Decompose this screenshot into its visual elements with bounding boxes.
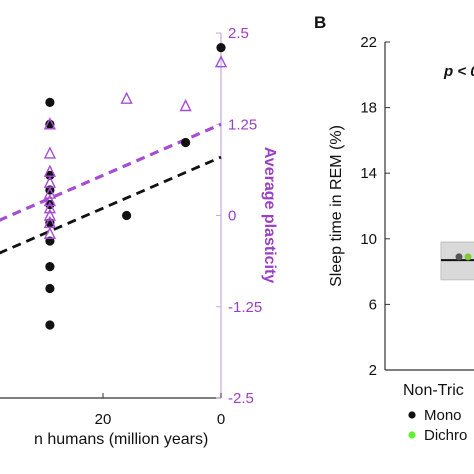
data-point-circle (181, 137, 191, 148)
data-point-circle (122, 210, 132, 221)
x-axis-label: n humans (million years) (34, 431, 208, 448)
data-point-triangle (43, 146, 57, 159)
y-tick-label: 18 (360, 100, 377, 117)
box-data-point (464, 253, 472, 261)
y-tick-label: 22 (360, 34, 377, 51)
p-value-annotation: p < 0 (443, 63, 474, 80)
trend-line-0 (0, 155, 222, 255)
legend-marker (408, 431, 416, 439)
data-point-triangle (214, 55, 228, 68)
data-point-triangle (179, 98, 192, 112)
data-point-triangle (43, 201, 57, 214)
panel-b: B 22 18 14 10 6 2 Sleep time in REM (%) p < 0 Non… (314, 13, 474, 444)
panel-letter: B (314, 13, 326, 32)
data-point-circle (45, 283, 55, 294)
right-y-tick-label: 0 (228, 208, 236, 225)
legend-label: Dichro (424, 427, 467, 444)
x-category-label: Non-Tric (403, 382, 464, 399)
legend-label: Mono (424, 407, 462, 424)
y-tick-label: 2 (369, 362, 377, 379)
data-point-circle (216, 43, 226, 53)
x-tick-label: 0 (217, 411, 225, 428)
right-y-tick-label: 2.5 (228, 25, 249, 42)
data-point-triangle (43, 186, 57, 199)
y-tick-label: 14 (360, 165, 377, 182)
data-point-triangle (120, 91, 133, 104)
right-y-tick-label: -1.25 (228, 299, 262, 316)
data-point-triangle (43, 208, 57, 221)
data-point-triangle (43, 226, 57, 239)
legend-marker (408, 411, 416, 419)
y-axis-label: Sleep time in REM (%) (328, 125, 345, 287)
box-data-point (455, 253, 463, 261)
data-point-triangle (43, 117, 57, 130)
right-y-tick-label: -2.5 (228, 390, 254, 407)
x-tick-label: 20 (95, 411, 112, 428)
y-tick-label: 6 (369, 296, 377, 313)
y-tick-label: 10 (360, 231, 377, 248)
panel-a: 20 0 n humans (million years) 2.5 1.25 0 -1.25… (0, 25, 278, 448)
right-y-axis-label: Average plasticity (261, 147, 278, 283)
data-point-triangle (43, 193, 57, 207)
right-y-tick-label: 1.25 (228, 116, 257, 133)
data-point-circle (45, 97, 55, 107)
data-point-circle (45, 170, 55, 180)
data-point-circle (45, 262, 55, 272)
data-point-circle (45, 320, 55, 330)
